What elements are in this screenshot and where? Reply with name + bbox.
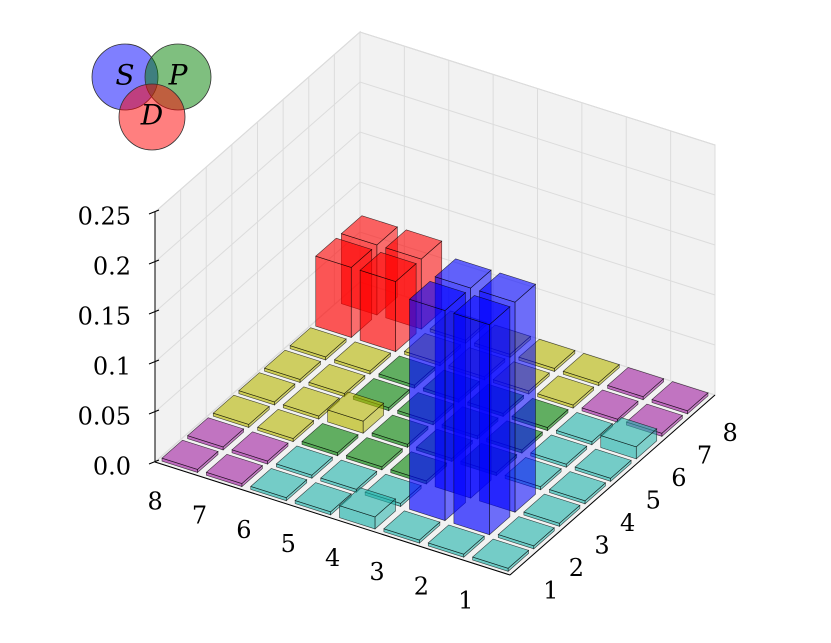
y-axis <box>509 394 716 576</box>
x-axis <box>154 461 511 576</box>
bar-top <box>257 408 315 439</box>
legend-label: P <box>168 59 189 92</box>
bar-top <box>651 381 709 412</box>
bar-top <box>289 327 347 358</box>
bar-top <box>497 516 555 547</box>
bar-top <box>472 538 530 569</box>
bar-top <box>607 367 665 398</box>
bar-top <box>340 215 398 246</box>
bar-top <box>205 453 263 484</box>
y-tick-label: 4 <box>620 509 635 537</box>
bar-top <box>212 394 270 425</box>
bar-top <box>320 459 378 490</box>
bar-face <box>514 283 536 513</box>
grid-line <box>154 131 716 313</box>
z-tick-label: 0.05 <box>78 403 131 431</box>
bar-top <box>333 341 392 372</box>
z-tick <box>148 209 160 215</box>
grid-line <box>154 81 716 263</box>
x-tick-label: 2 <box>414 572 429 600</box>
y-tick-label: 5 <box>646 486 661 514</box>
bar-top <box>478 272 537 303</box>
bar-top <box>537 375 595 406</box>
bar-top <box>275 445 333 476</box>
bar-top <box>294 482 352 513</box>
bar-top <box>581 389 639 420</box>
x-tick-label: 4 <box>325 544 340 572</box>
y-tick-label: 8 <box>723 419 738 447</box>
bar-top <box>555 412 613 443</box>
bar-top <box>263 349 322 380</box>
bar-face <box>453 313 490 536</box>
bar-top <box>187 417 245 448</box>
bar-face <box>489 306 511 536</box>
bar-top <box>238 372 296 403</box>
bar-face <box>409 298 446 521</box>
bar-top <box>408 280 467 311</box>
bar-top <box>301 423 359 454</box>
x-tick-label: 5 <box>281 530 296 558</box>
y-tick-label: 2 <box>569 554 584 582</box>
bar-top <box>338 487 397 518</box>
z-tick <box>148 259 160 265</box>
legend-label: D <box>140 99 163 132</box>
bar-top <box>327 391 385 422</box>
x-tick-label: 3 <box>369 558 384 586</box>
y-tick-label: 7 <box>697 441 712 469</box>
z-tick <box>148 409 160 415</box>
y-tick-label: 3 <box>594 531 609 559</box>
bar-top <box>385 229 443 260</box>
bar-top <box>359 251 417 282</box>
y-tick-label: 1 <box>543 576 558 604</box>
legend-circle <box>118 83 186 151</box>
bar-top <box>231 431 289 462</box>
x-tick-label: 6 <box>236 516 251 544</box>
bar-top <box>434 258 492 289</box>
z-tick <box>148 309 160 315</box>
bar-face <box>315 255 352 338</box>
bar-top <box>250 468 308 499</box>
z-tick <box>148 459 160 465</box>
bar-face <box>359 269 396 352</box>
z-tick <box>148 359 160 365</box>
x-tick-label: 1 <box>458 586 473 614</box>
bar-top <box>427 524 485 555</box>
bar-top <box>453 295 511 326</box>
bar-top <box>523 493 581 524</box>
x-tick-label: 8 <box>148 488 163 516</box>
z-tick-label: 0.2 <box>93 253 131 281</box>
bar-top <box>574 448 632 479</box>
bar-top <box>282 386 340 417</box>
bar-top <box>530 434 588 465</box>
bar-top <box>548 471 607 502</box>
bar-top <box>308 363 366 394</box>
bar-top <box>161 439 219 470</box>
y-tick-label: 6 <box>671 464 686 492</box>
bar-top <box>315 237 373 268</box>
bar-top <box>383 510 441 541</box>
z-tick-label: 0.15 <box>78 303 131 331</box>
grid-line <box>154 181 716 363</box>
z-tick-label: 0.1 <box>93 353 131 381</box>
z-tick-label: 0.0 <box>93 453 131 481</box>
grid-line <box>154 31 716 213</box>
x-tick-label: 7 <box>192 502 207 530</box>
z-tick-label: 0.25 <box>78 203 131 231</box>
bar-top <box>345 437 403 468</box>
legend-label: S <box>115 59 134 92</box>
bar-top <box>600 417 658 448</box>
bar-top <box>562 352 620 383</box>
